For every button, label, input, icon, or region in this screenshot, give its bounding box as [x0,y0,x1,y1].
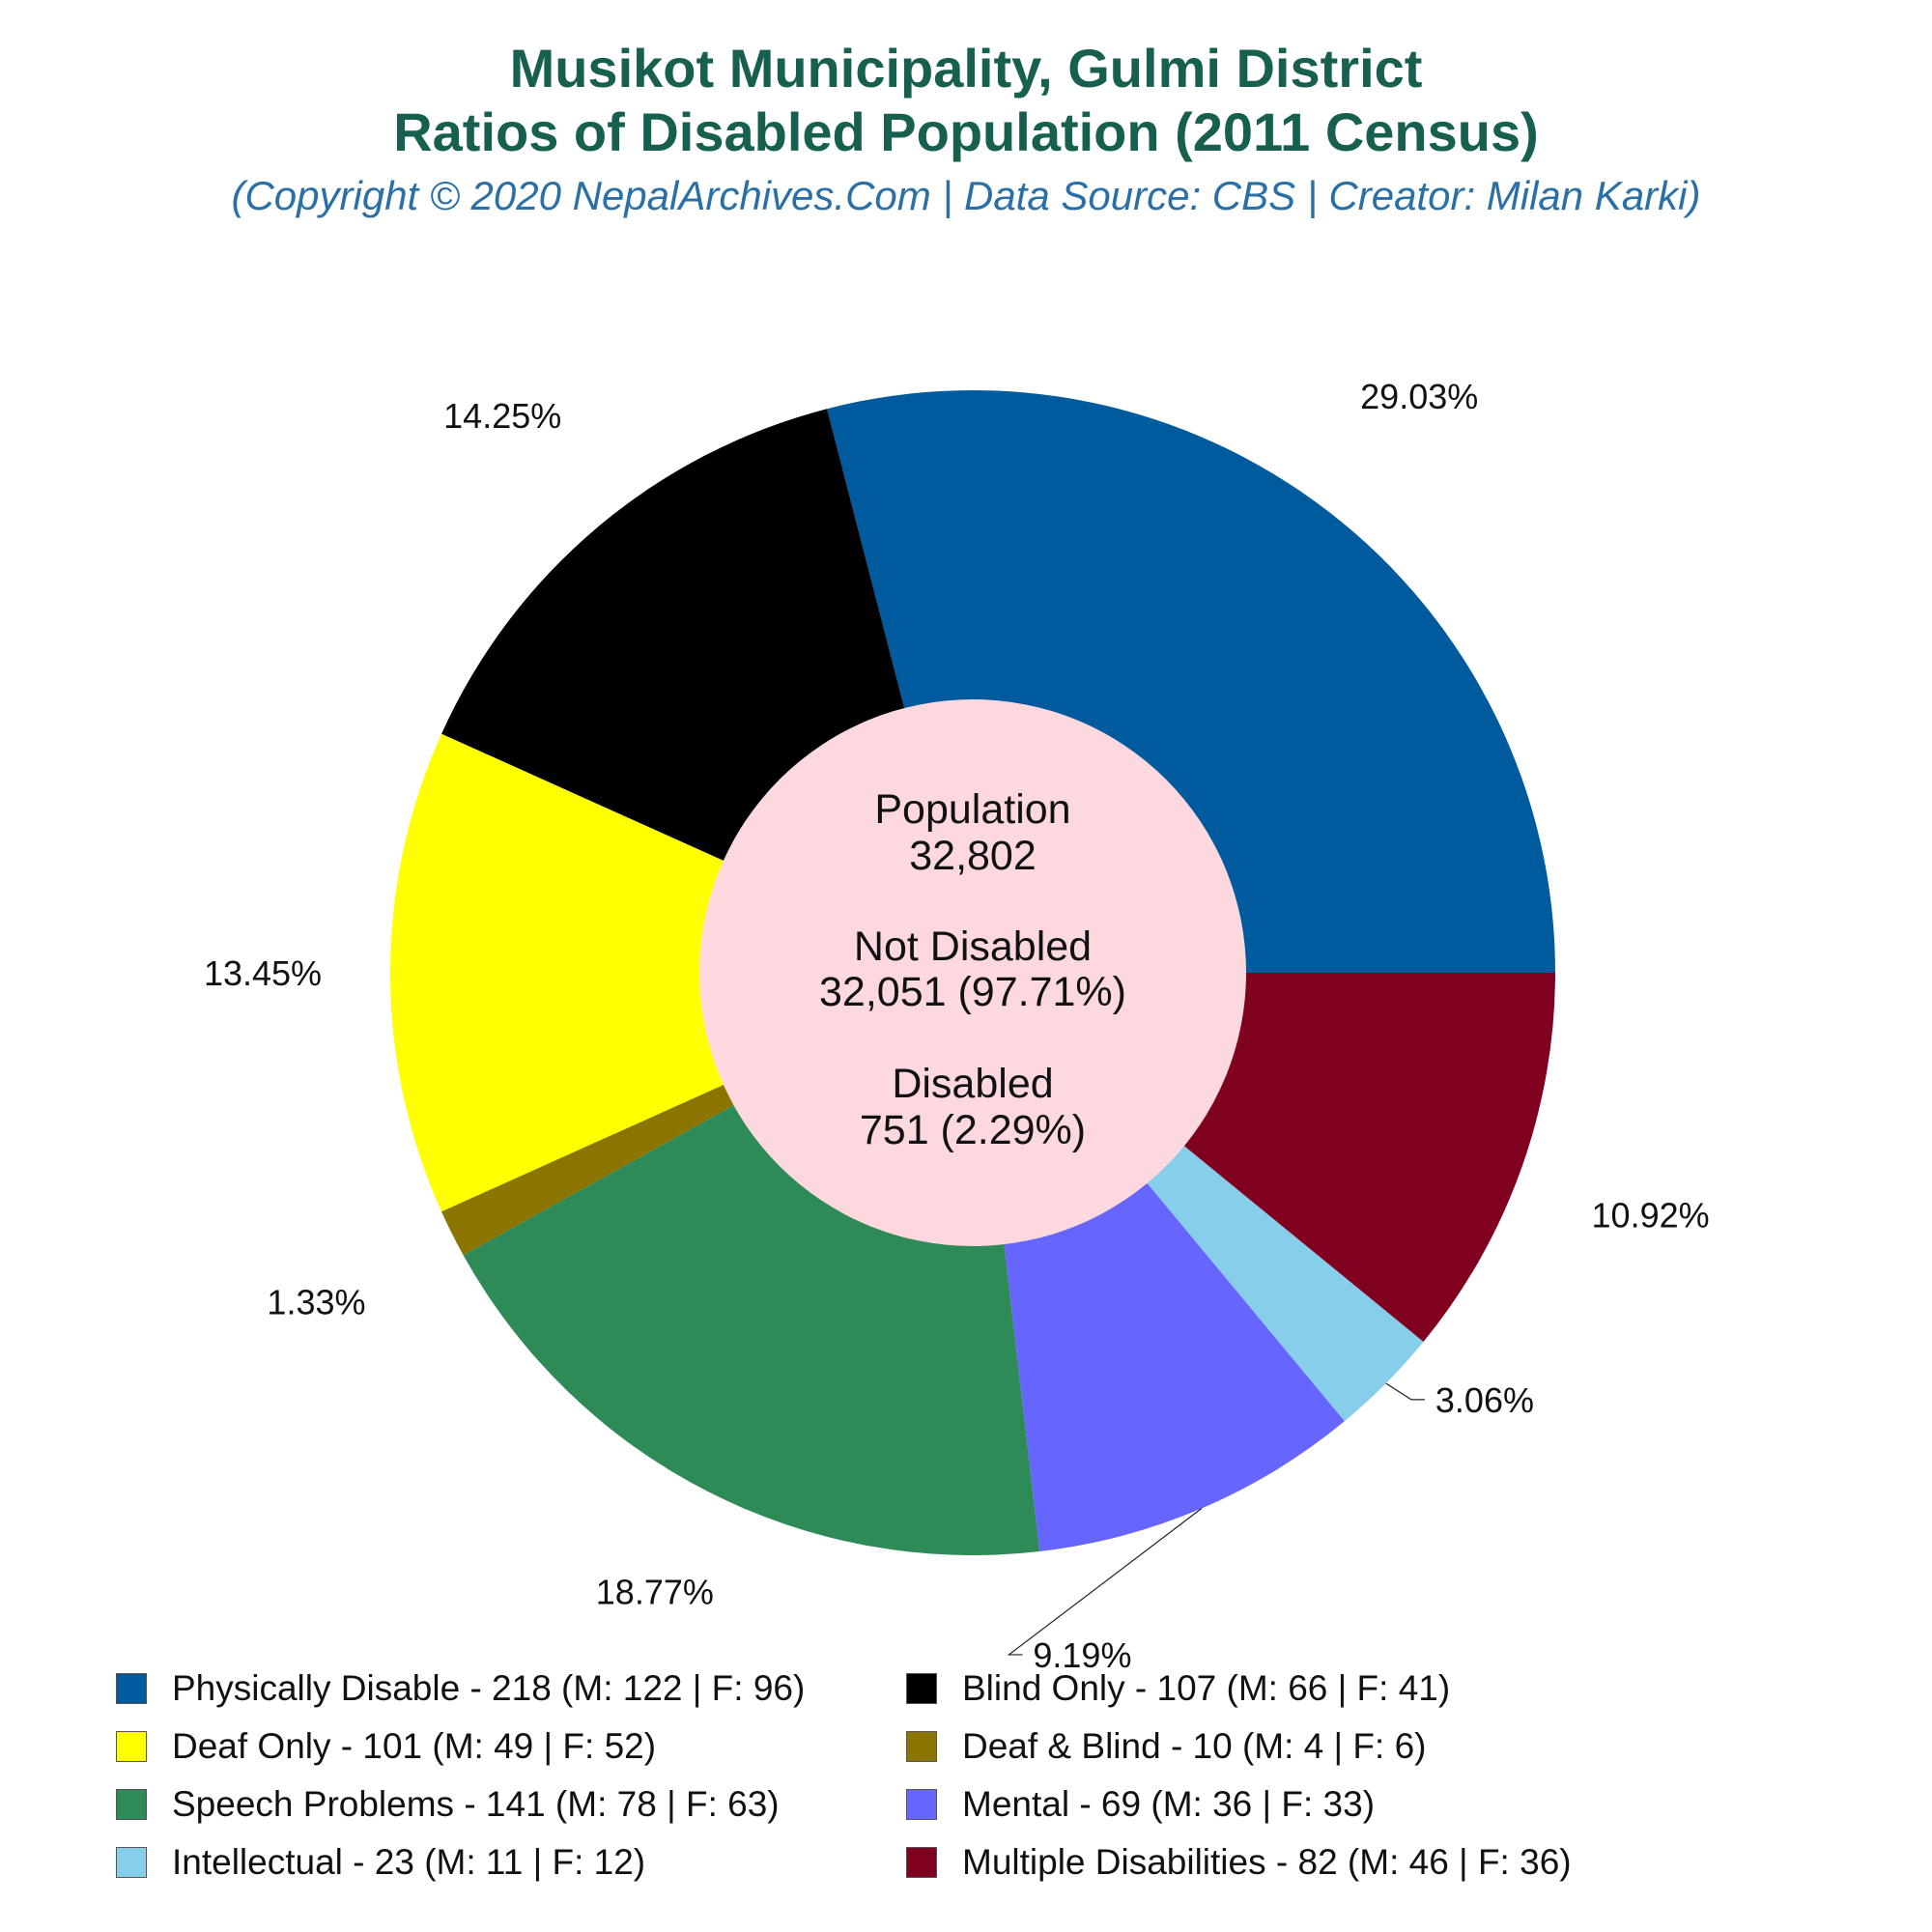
chart-subtitle: (Copyright © 2020 NepalArchives.Com | Da… [231,173,1701,218]
center-text: Population 32,802 Not Disabled 32,051 (9… [819,786,1126,1153]
legend-item-blind-only: Blind Only - 107 (M: 66 | F: 41) [906,1668,1451,1708]
percent-label-physically-disable: 29.03% [1360,377,1478,416]
center-not-disabled-value: 32,051 (97.71%) [819,969,1126,1015]
legend-swatch [906,1673,937,1704]
legend-swatch [906,1731,937,1762]
legend-swatch [906,1789,937,1820]
legend-swatch [116,1847,147,1878]
percent-label-intellectual: 3.06% [1435,1380,1534,1420]
chart-title-line2: Ratios of Disabled Population (2011 Cens… [393,101,1539,162]
leader-lines [1007,1382,1425,1656]
pie-slice-deaf-only [390,733,973,1212]
legend-item-intellectual: Intellectual - 23 (M: 11 | F: 12) [116,1842,646,1882]
percent-label-deaf-only: 13.45% [204,953,322,993]
center-not-disabled-label: Not Disabled [854,923,1092,970]
percent-label-speech-problems: 18.77% [596,1572,714,1611]
legend-item-physically-disable: Physically Disable - 218 (M: 122 | F: 96… [116,1668,806,1708]
chart-title-line1: Musikot Municipality, Gulmi District [509,38,1423,99]
legend-label: Physically Disable - 218 (M: 122 | F: 96… [172,1668,806,1708]
legend-swatch [116,1789,147,1820]
legend-swatch [906,1847,937,1878]
percent-label-blind-only: 14.25% [443,396,561,436]
legend-label: Mental - 69 (M: 36 | F: 33) [962,1784,1376,1824]
legend-item-deaf-and-blind: Deaf & Blind - 10 (M: 4 | F: 6) [906,1726,1427,1766]
percent-label-deaf-and-blind: 1.33% [267,1282,365,1321]
center-disabled-value: 751 (2.29%) [860,1107,1086,1153]
center-hole [699,699,1246,1246]
legend-swatch [116,1673,147,1704]
center-disabled-label: Disabled [892,1061,1053,1107]
percent-labels: 29.03% 14.25% 13.45% 1.33% 18.77% 9.19% 3.06% 1… [204,377,1710,1675]
legend-label: Multiple Disabilities - 82 (M: 46 | F: 3… [962,1842,1572,1882]
legend-item-mental: Mental - 69 (M: 36 | F: 33) [906,1784,1376,1824]
legend-item-speech-problems: Speech Problems - 141 (M: 78 | F: 63) [116,1784,780,1824]
legend-label: Blind Only - 107 (M: 66 | F: 41) [962,1668,1451,1708]
legend-label: Intellectual - 23 (M: 11 | F: 12) [172,1842,646,1882]
leader-line-mental [1007,1508,1203,1656]
center-population-value: 32,802 [909,833,1037,879]
legend-label: Speech Problems - 141 (M: 78 | F: 63) [172,1784,780,1824]
center-population-label: Population [874,786,1070,833]
chart-titles: Musikot Municipality, Gulmi District Rat… [0,37,1932,224]
percent-label-mental: 9.19% [1033,1635,1131,1675]
percent-label-multiple-disabilities: 10.92% [1592,1196,1710,1236]
leader-line-intellectual [1385,1382,1425,1401]
legend-label: Deaf Only - 101 (M: 49 | F: 52) [172,1726,657,1766]
legend-item-multiple-disabilities: Multiple Disabilities - 82 (M: 46 | F: 3… [906,1842,1572,1882]
legend-label: Deaf & Blind - 10 (M: 4 | F: 6) [962,1726,1427,1766]
legend-swatch [116,1731,147,1762]
legend-item-deaf-only: Deaf Only - 101 (M: 49 | F: 52) [116,1726,657,1766]
